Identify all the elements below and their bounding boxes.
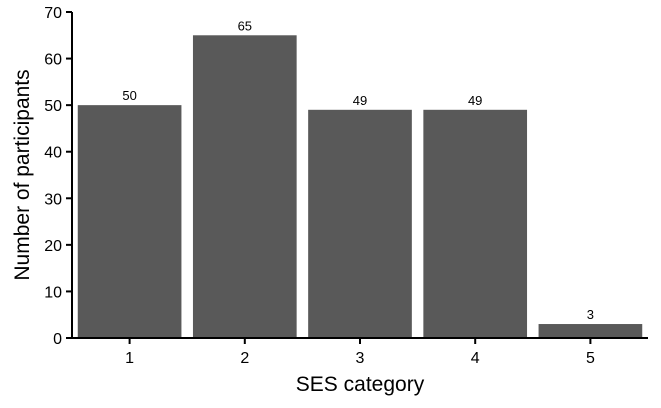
x-tick-label: 5 <box>586 350 595 367</box>
bar-1 <box>77 105 182 339</box>
x-tick-label: 4 <box>471 350 480 367</box>
x-axis-title: SES category <box>296 373 425 396</box>
bar-5 <box>538 324 643 338</box>
bar-3 <box>308 109 412 338</box>
y-tick-label: 70 <box>44 5 62 22</box>
data-label-5: 3 <box>587 307 594 322</box>
y-axis-ticks: 0 10 20 30 40 50 60 70 <box>44 5 72 348</box>
x-tick-label: 3 <box>356 350 365 367</box>
y-tick-label: 0 <box>53 331 62 348</box>
y-tick-label: 30 <box>44 191 62 208</box>
y-tick-label: 50 <box>44 98 62 115</box>
bar-2 <box>192 35 297 339</box>
bar-4 <box>423 109 528 338</box>
x-tick-label: 1 <box>125 350 134 367</box>
bars: 50 65 49 49 3 <box>77 18 643 339</box>
y-tick-label: 10 <box>44 284 62 301</box>
y-tick-label: 20 <box>44 238 62 255</box>
data-label-2: 65 <box>238 18 252 33</box>
y-tick-label: 40 <box>44 145 62 162</box>
y-tick-label: 60 <box>44 52 62 69</box>
x-tick-label: 2 <box>240 350 249 367</box>
x-axis-ticks: 1 2 3 4 5 <box>125 338 595 367</box>
data-label-1: 50 <box>122 88 136 103</box>
data-label-4: 49 <box>468 93 482 108</box>
data-label-3: 49 <box>353 93 367 108</box>
y-axis-title: Number of participants <box>11 69 34 280</box>
